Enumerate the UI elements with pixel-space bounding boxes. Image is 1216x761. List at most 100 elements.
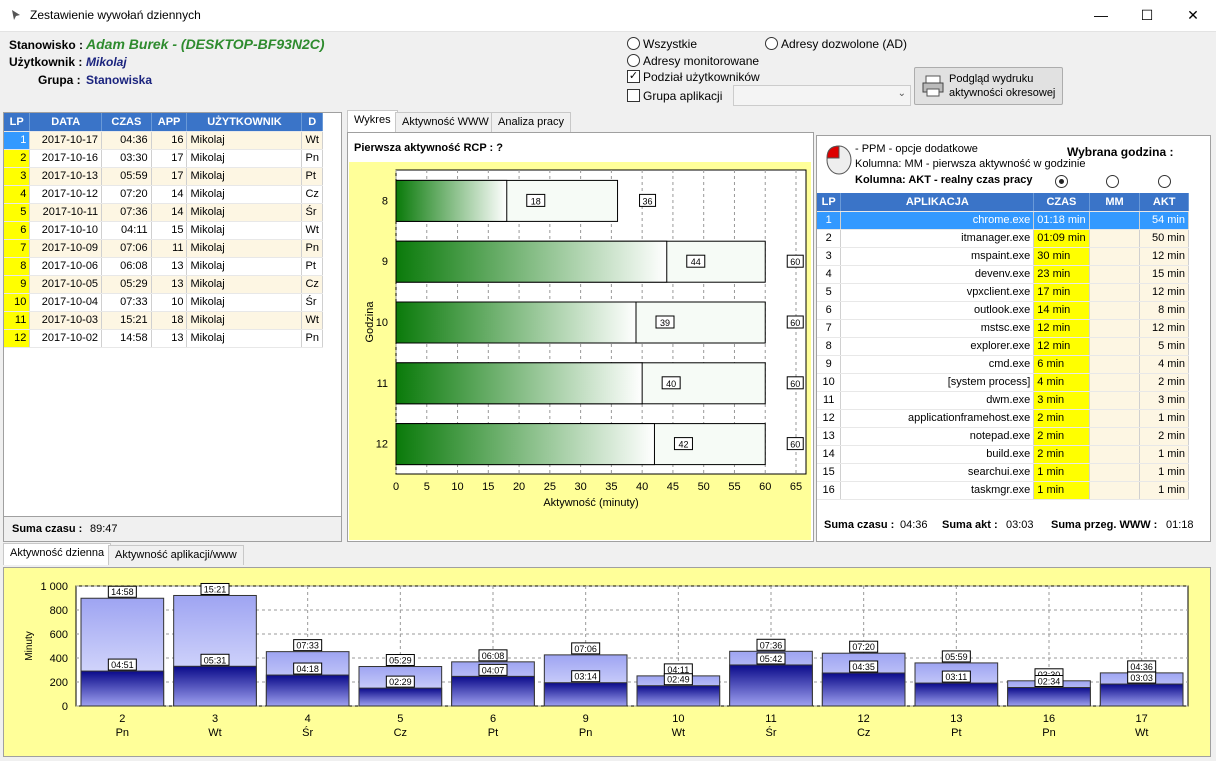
radio-column-akt[interactable] bbox=[1158, 175, 1171, 188]
table-cell: taskmgr.exe bbox=[840, 481, 1035, 500]
data-label: 03:11 bbox=[945, 672, 967, 682]
table-row[interactable]: 5 vpxclient.exe 17 min 12 min bbox=[817, 283, 1189, 302]
tab-aktywnosc-dzienna[interactable]: Aktywność dzienna bbox=[3, 543, 112, 565]
data-label-box bbox=[478, 663, 508, 676]
days-col-header[interactable]: LP bbox=[4, 113, 31, 132]
table-cell: Mikolaj bbox=[186, 131, 303, 150]
table-row[interactable]: 6 2017-10-10 04:11 15 Mikolaj Wt bbox=[4, 221, 323, 240]
grupa-aplikacji-select[interactable]: ⌄ bbox=[733, 85, 911, 106]
table-row[interactable]: 12 applicationframehost.exe 2 min 1 min bbox=[817, 409, 1189, 428]
table-row[interactable]: 9 cmd.exe 6 min 4 min bbox=[817, 355, 1189, 374]
table-row[interactable]: 2 itmanager.exe 01:09 min 50 min bbox=[817, 229, 1189, 248]
app-icon bbox=[12, 10, 20, 20]
podzial-checkbox[interactable]: ✓ bbox=[627, 70, 640, 83]
minimize-button[interactable]: — bbox=[1094, 7, 1108, 23]
table-row[interactable]: 7 mstsc.exe 12 min 12 min bbox=[817, 319, 1189, 338]
data-label-box bbox=[756, 638, 786, 651]
uzytkownik-label: Użytkownik : bbox=[9, 55, 83, 69]
table-row[interactable]: 4 devenv.exe 23 min 15 min bbox=[817, 265, 1189, 284]
days-col-header[interactable]: D bbox=[301, 113, 323, 132]
table-row[interactable]: 14 build.exe 2 min 1 min bbox=[817, 445, 1189, 464]
table-row[interactable]: 2 2017-10-16 03:30 17 Mikolaj Pn bbox=[4, 149, 323, 168]
y-tick-label: 10 bbox=[376, 317, 388, 329]
tab-wykres[interactable]: Wykres bbox=[347, 110, 398, 132]
table-row[interactable]: 8 explorer.exe 12 min 5 min bbox=[817, 337, 1189, 356]
days-col-header[interactable]: DATA bbox=[29, 113, 103, 132]
data-label-box bbox=[849, 660, 879, 673]
table-cell: devenv.exe bbox=[840, 265, 1035, 284]
table-row[interactable]: 8 2017-10-06 06:08 13 Mikolaj Pt bbox=[4, 257, 323, 276]
table-cell: notepad.exe bbox=[840, 427, 1035, 446]
table-row[interactable]: 9 2017-10-05 05:29 13 Mikolaj Cz bbox=[4, 275, 323, 294]
table-row[interactable]: 13 notepad.exe 2 min 2 min bbox=[817, 427, 1189, 446]
apps-col-header[interactable]: CZAS bbox=[1033, 193, 1090, 212]
close-button[interactable]: ✕ bbox=[1187, 7, 1199, 23]
bar-inner bbox=[395, 423, 655, 466]
radio-column-czas[interactable] bbox=[1055, 175, 1068, 188]
tab-aktywnosc-www[interactable]: Aktywność WWW bbox=[395, 112, 496, 132]
y-tick-label: 200 bbox=[50, 677, 68, 689]
table-row[interactable]: 5 2017-10-11 07:36 14 Mikolaj Śr bbox=[4, 203, 323, 222]
data-label: 15:21 bbox=[204, 584, 227, 594]
x-tick-day-label: Śr bbox=[766, 726, 777, 739]
data-label-box bbox=[200, 582, 230, 595]
table-row[interactable]: 15 searchui.exe 1 min 1 min bbox=[817, 463, 1189, 482]
table-row[interactable]: 3 mspaint.exe 30 min 12 min bbox=[817, 247, 1189, 266]
preview-print-button[interactable]: Podgląd wydruku aktywności okresowej bbox=[914, 67, 1063, 105]
plot-area bbox=[75, 585, 1189, 707]
adresy-dozwolone-label: Adresy dozwolone (AD) bbox=[781, 37, 908, 51]
y-tick-label: 400 bbox=[50, 653, 68, 665]
table-cell: 04:11 bbox=[101, 221, 152, 240]
days-col-header[interactable]: UŻYTKOWNIK bbox=[186, 113, 303, 132]
table-row[interactable]: 12 2017-10-02 14:58 13 Mikolaj Pn bbox=[4, 329, 323, 348]
tab-analiza-pracy[interactable]: Analiza pracy bbox=[491, 112, 572, 132]
table-row[interactable]: 3 2017-10-13 05:59 17 Mikolaj Pt bbox=[4, 167, 323, 186]
radio-wszystkie[interactable] bbox=[627, 37, 640, 50]
table-cell: 01:09 min bbox=[1033, 229, 1090, 248]
x-tick-label: 45 bbox=[667, 481, 679, 493]
radio-column-mm[interactable] bbox=[1106, 175, 1119, 188]
table-row[interactable]: 7 2017-10-09 07:06 11 Mikolaj Pn bbox=[4, 239, 323, 258]
table-cell: Wt bbox=[301, 311, 323, 330]
table-cell bbox=[1089, 229, 1141, 248]
data-label-box bbox=[639, 193, 657, 207]
apps-col-header[interactable]: AKT bbox=[1139, 193, 1189, 212]
grupa-aplikacji-checkbox[interactable] bbox=[627, 89, 640, 102]
table-row[interactable]: 6 outlook.exe 14 min 8 min bbox=[817, 301, 1189, 320]
table-cell: 14 bbox=[151, 185, 188, 204]
apps-col-header[interactable]: LP bbox=[817, 193, 842, 212]
table-cell: 2017-10-05 bbox=[29, 275, 103, 294]
table-row[interactable]: 1 chrome.exe 01:18 min 54 min bbox=[817, 211, 1189, 230]
data-label: 36 bbox=[643, 196, 653, 206]
tab-aktywnosc-aplikacji[interactable]: Aktywność aplikacji/www bbox=[108, 545, 244, 565]
apps-col-header[interactable]: APLIKACJA bbox=[840, 193, 1035, 212]
table-row[interactable]: 11 2017-10-03 15:21 18 Mikolaj Wt bbox=[4, 311, 323, 330]
table-row[interactable]: 1 2017-10-17 04:36 16 Mikolaj Wt bbox=[4, 131, 323, 150]
data-label-box bbox=[786, 315, 804, 329]
table-cell bbox=[1089, 481, 1141, 500]
bar-active bbox=[1099, 683, 1184, 707]
kolumna-mm-hint: Kolumna: MM - pierwsza aktywność w godzi… bbox=[855, 158, 1086, 170]
data-label: 03:30 bbox=[1038, 670, 1061, 680]
radio-adresy-dozwolone[interactable] bbox=[765, 37, 778, 50]
x-tick-label: 0 bbox=[393, 481, 399, 493]
days-col-header[interactable]: APP bbox=[151, 113, 188, 132]
radio-adresy-monitorowane[interactable] bbox=[627, 54, 640, 67]
table-row[interactable]: 10 [system process] 4 min 2 min bbox=[817, 373, 1189, 392]
sum-www-label: Suma przeg. WWW : bbox=[1051, 519, 1158, 531]
table-cell: 23 min bbox=[1033, 265, 1090, 284]
table-cell: 1 bbox=[817, 211, 842, 230]
table-cell: 2 min bbox=[1033, 427, 1090, 446]
table-row[interactable]: 11 dwm.exe 3 min 3 min bbox=[817, 391, 1189, 410]
table-row[interactable]: 4 2017-10-12 07:20 14 Mikolaj Cz bbox=[4, 185, 323, 204]
data-label-box bbox=[107, 658, 137, 671]
table-cell bbox=[1089, 265, 1141, 284]
days-col-header[interactable]: CZAS bbox=[101, 113, 152, 132]
apps-col-header[interactable]: MM bbox=[1089, 193, 1141, 212]
data-label: 02:29 bbox=[389, 677, 412, 687]
table-row[interactable]: 10 2017-10-04 07:33 10 Mikolaj Śr bbox=[4, 293, 323, 312]
bar-active bbox=[173, 665, 257, 707]
table-cell: 1 min bbox=[1033, 481, 1090, 500]
maximize-button[interactable]: ☐ bbox=[1140, 7, 1154, 23]
table-row[interactable]: 16 taskmgr.exe 1 min 1 min bbox=[817, 481, 1189, 500]
